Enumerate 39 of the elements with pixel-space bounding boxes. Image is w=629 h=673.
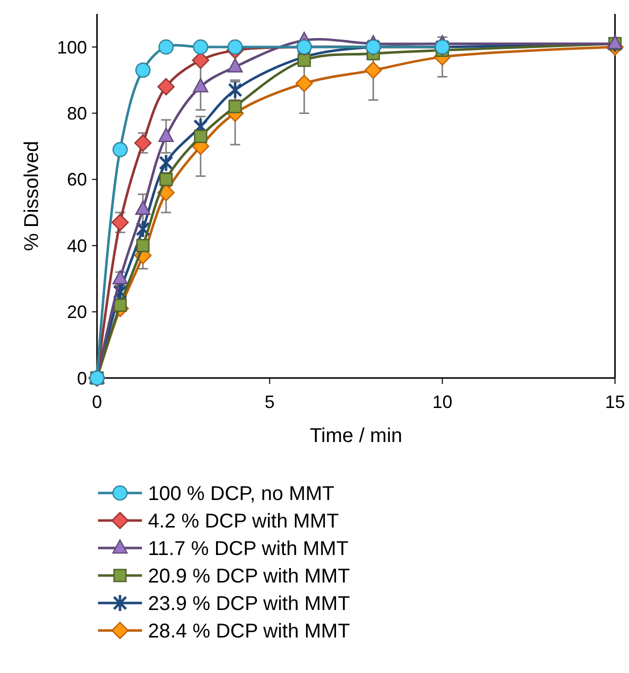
point <box>192 78 208 92</box>
legend-label: 20.9 % DCP with MMT <box>148 566 350 588</box>
point <box>135 62 151 78</box>
y-tick-label: 0 <box>76 368 87 388</box>
point <box>158 128 174 142</box>
y-tick-label: 100 <box>56 37 87 58</box>
point <box>227 39 243 55</box>
x-axis-title: Time / min <box>310 425 402 447</box>
point <box>136 238 150 252</box>
point <box>192 39 208 55</box>
legend-label: 23.9 % DCP with MMT <box>148 593 350 615</box>
point <box>159 172 173 186</box>
point <box>158 39 174 55</box>
point <box>227 58 243 73</box>
point <box>111 214 129 232</box>
legend-label: 11.7 % DCP with MMT <box>148 538 348 560</box>
point <box>364 62 382 79</box>
point <box>135 200 151 215</box>
y-tick-label: 60 <box>66 170 87 190</box>
y-axis-title: % Dissolved <box>21 140 43 251</box>
x-tick-label: 0 <box>92 392 102 412</box>
point <box>112 142 128 158</box>
point <box>113 298 127 312</box>
point <box>296 74 313 92</box>
y-tick-label: 80 <box>66 104 87 124</box>
point <box>298 54 311 67</box>
x-tick-label: 15 <box>604 392 626 412</box>
x-tick-label: 10 <box>432 392 452 412</box>
point <box>194 130 208 144</box>
legend-label: 4.2 % DCP with MMT <box>148 510 339 532</box>
point <box>134 134 152 152</box>
x-tick-label: 5 <box>264 392 275 412</box>
legend-label: 28.4 % DCP with MMT <box>148 620 350 642</box>
legend-label: 100 % DCP, no MMT <box>148 483 334 505</box>
y-tick-label: 40 <box>66 236 87 256</box>
y-tick-label: 20 <box>66 302 87 322</box>
point <box>228 100 242 114</box>
point <box>158 154 174 172</box>
point <box>157 78 175 96</box>
